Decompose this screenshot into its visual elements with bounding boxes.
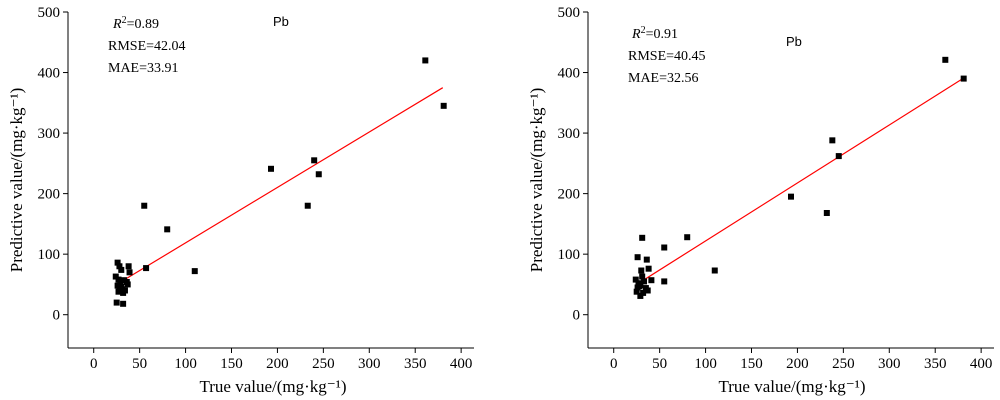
x-tick-label: 0: [610, 356, 618, 372]
data-point: [120, 289, 127, 296]
data-point: [115, 288, 122, 295]
x-axis-title: True value/(mg·kg⁻¹): [718, 377, 865, 396]
data-point: [126, 269, 133, 276]
fit-line: [116, 87, 444, 285]
data-point: [638, 267, 645, 274]
data-point: [637, 292, 644, 299]
data-point: [632, 276, 639, 283]
x-tick-label: 400: [970, 356, 993, 372]
x-tick-label: 0: [90, 356, 98, 372]
y-tick-label: 400: [38, 66, 61, 82]
data-point: [823, 209, 830, 216]
data-point: [633, 288, 640, 295]
y-axis-title: Predictive value/(mg·kg⁻¹): [527, 88, 546, 273]
data-point: [120, 300, 127, 307]
data-point: [829, 137, 836, 144]
data-point: [115, 276, 122, 283]
y-tick-label: 400: [558, 66, 581, 82]
fit-line: [636, 78, 964, 285]
y-tick-label: 200: [38, 187, 61, 203]
r2-stat: R2=0.91: [631, 25, 678, 42]
data-point: [960, 75, 967, 82]
data-point: [640, 289, 647, 296]
data-point: [112, 273, 119, 280]
data-point: [661, 244, 668, 251]
x-tick-label: 200: [266, 356, 289, 372]
data-point: [634, 254, 641, 261]
data-point: [124, 281, 131, 288]
y-tick-label: 100: [38, 247, 61, 263]
data-point: [164, 226, 171, 233]
data-point: [661, 278, 668, 285]
x-tick-label: 200: [786, 356, 809, 372]
data-point: [114, 259, 121, 266]
data-point: [440, 102, 447, 109]
data-point: [422, 57, 429, 64]
rmse-stat: RMSE=42.04: [108, 39, 186, 54]
y-tick-label: 500: [38, 5, 61, 21]
mae-stat: MAE=32.56: [628, 71, 699, 86]
ticks: 0 50 100 150 200 250 300 350 400 0 100 200 300 400 500: [558, 5, 993, 372]
y-tick-label: 0: [53, 308, 61, 324]
x-tick-label: 150: [220, 356, 243, 372]
data-points: [112, 57, 447, 307]
x-tick-label: 250: [832, 356, 855, 372]
x-tick-label: 350: [924, 356, 947, 372]
y-tick-label: 300: [38, 126, 61, 142]
element-label: Pb: [273, 14, 289, 29]
element-label: Pb: [786, 34, 802, 49]
x-tick-label: 50: [652, 356, 667, 372]
chart-panel-right: 0 50 100 150 200 250 300 350 400 0 100 200 300 400 500…: [527, 5, 994, 396]
data-point: [641, 278, 648, 285]
data-point: [116, 263, 123, 270]
data-point: [118, 266, 125, 273]
x-tick-label: 300: [878, 356, 901, 372]
r2-stat: R2=0.89: [112, 15, 159, 32]
x-tick-label: 250: [312, 356, 335, 372]
data-point: [942, 56, 949, 63]
data-point: [143, 265, 150, 272]
data-point: [117, 279, 124, 286]
x-tick-label: 100: [174, 356, 197, 372]
data-point: [788, 193, 794, 200]
mae-stat: MAE=33.91: [108, 61, 179, 76]
x-tick-label: 100: [694, 356, 717, 372]
data-point: [118, 283, 125, 290]
data-point: [141, 202, 148, 209]
y-axis-title: Predictive value/(mg·kg⁻¹): [7, 88, 26, 273]
data-point: [684, 234, 691, 241]
data-point: [835, 153, 842, 160]
chart-panel-left: 0 50 100 150 200 250 300 350 400 0 100 200 300 400 500…: [7, 5, 474, 396]
data-point: [711, 267, 718, 274]
y-tick-label: 100: [558, 247, 581, 263]
data-point: [125, 263, 132, 270]
data-point: [645, 265, 652, 272]
x-tick-label: 50: [132, 356, 147, 372]
data-point: [639, 234, 646, 241]
y-tick-label: 200: [558, 187, 581, 203]
x-tick-label: 300: [358, 356, 381, 372]
rmse-stat: RMSE=40.45: [628, 49, 706, 64]
x-tick-label: 150: [740, 356, 763, 372]
data-point: [304, 202, 311, 209]
y-tick-label: 500: [558, 5, 581, 21]
data-point: [113, 299, 120, 306]
ticks: 0 50 100 150 200 250 300 350 400 0 100 200 300 400 500: [38, 5, 473, 372]
data-point: [315, 171, 322, 178]
x-tick-label: 400: [450, 356, 473, 372]
y-tick-label: 300: [558, 126, 581, 142]
data-point: [191, 268, 198, 275]
data-point: [636, 283, 643, 290]
x-tick-label: 350: [404, 356, 427, 372]
data-point: [643, 256, 650, 263]
data-point: [268, 165, 274, 172]
y-tick-label: 0: [573, 308, 581, 324]
data-point: [648, 277, 655, 284]
data-point: [639, 273, 646, 280]
data-point: [311, 157, 318, 164]
data-point: [644, 287, 651, 294]
x-axis-title: True value/(mg·kg⁻¹): [199, 377, 346, 396]
data-points: [632, 56, 967, 299]
